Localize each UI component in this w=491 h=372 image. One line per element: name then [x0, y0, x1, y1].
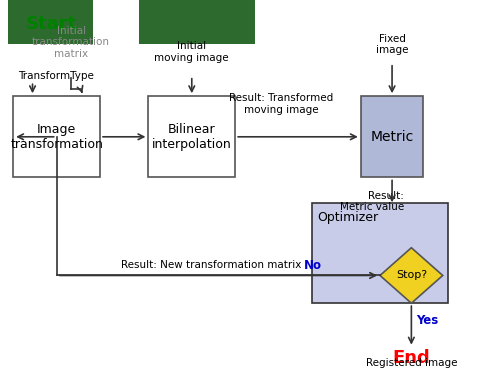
FancyBboxPatch shape [361, 96, 423, 177]
FancyBboxPatch shape [312, 203, 448, 303]
Text: End: End [392, 349, 430, 368]
Text: TransformType: TransformType [18, 71, 94, 81]
Text: Registered image: Registered image [366, 358, 457, 368]
FancyBboxPatch shape [13, 96, 100, 177]
Text: No: No [304, 259, 322, 272]
Text: Optimizer: Optimizer [317, 211, 379, 224]
Text: Result: Transformed
moving image: Result: Transformed moving image [229, 93, 333, 115]
Text: Image
transformation: Image transformation [10, 123, 103, 151]
Text: Result:
Metric value: Result: Metric value [340, 191, 404, 212]
Text: Stop?: Stop? [396, 270, 427, 280]
Text: Metric: Metric [370, 130, 414, 144]
FancyBboxPatch shape [8, 0, 93, 44]
FancyBboxPatch shape [148, 96, 235, 177]
Text: Initial
transformation
matrix: Initial transformation matrix [32, 26, 110, 59]
FancyBboxPatch shape [138, 0, 254, 44]
Text: Fixed
image: Fixed image [376, 34, 409, 55]
Text: Result: New transformation matrix: Result: New transformation matrix [121, 260, 301, 270]
Text: Yes: Yes [416, 314, 438, 327]
Text: Start: Start [25, 15, 77, 33]
Polygon shape [380, 248, 443, 303]
Text: Bilinear
interpolation: Bilinear interpolation [152, 123, 232, 151]
Text: Initial
moving image: Initial moving image [155, 41, 229, 63]
